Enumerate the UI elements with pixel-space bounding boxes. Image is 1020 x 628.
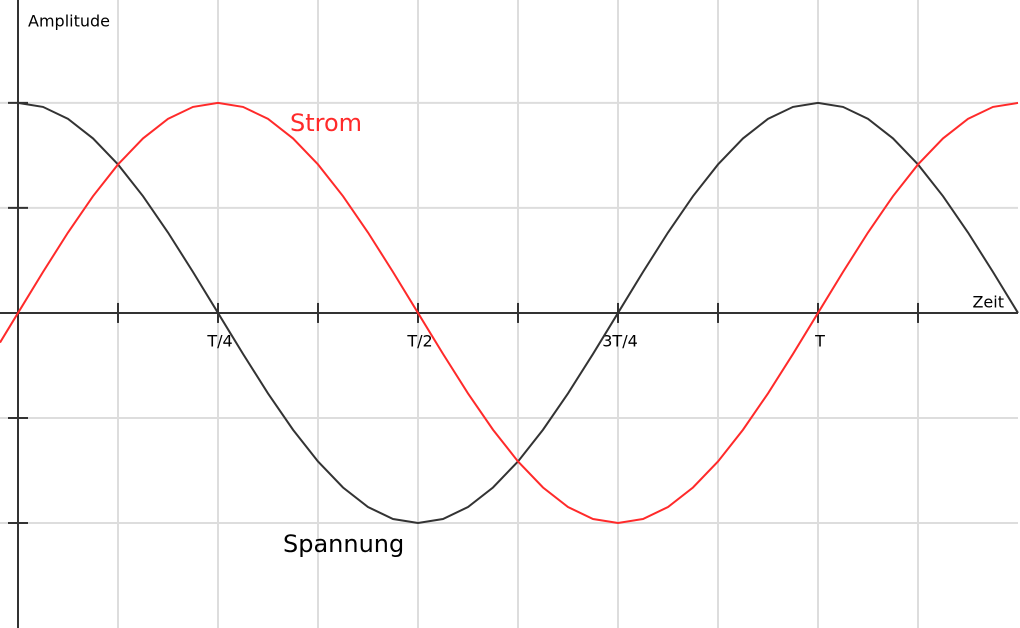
- x-tick-label: T/2: [406, 331, 432, 350]
- series-line: [0, 101, 1019, 524]
- x-axis-label: Zeit: [972, 293, 1004, 312]
- series-label: Strom: [290, 109, 362, 137]
- series-label: Spannung: [283, 530, 404, 558]
- x-tick-label: 3T/4: [602, 331, 638, 350]
- x-tick-label: T: [814, 331, 825, 350]
- x-tick-label: T/4: [206, 331, 232, 350]
- y-axis-label: Amplitude: [28, 12, 110, 31]
